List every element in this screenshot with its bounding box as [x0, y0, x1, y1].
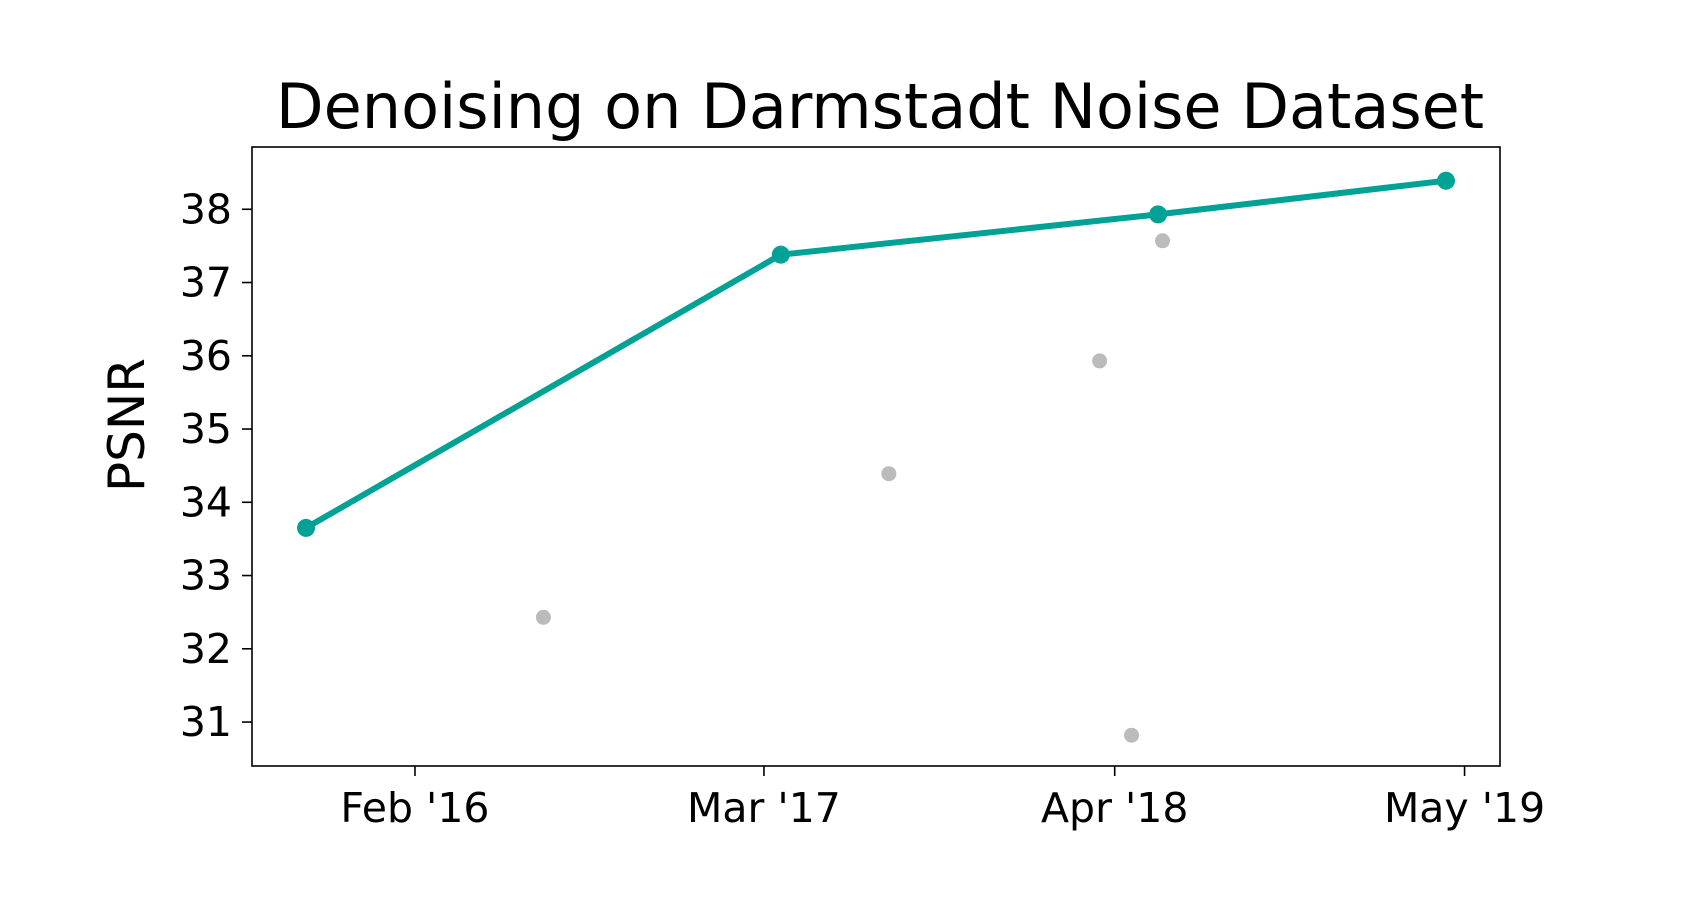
- other-method-point: [1092, 353, 1108, 369]
- x-tick-label: Mar '17: [687, 784, 841, 832]
- y-tick-label: 35: [180, 405, 232, 453]
- sota-point: [1436, 171, 1455, 190]
- other-method-point: [881, 466, 897, 482]
- y-axis: 31 32 33 34 35 36 37 38: [180, 185, 252, 746]
- x-axis: Feb '16 Mar '17 Apr '18 May '19: [340, 766, 1545, 832]
- x-tick-label: Apr '18: [1041, 784, 1188, 832]
- y-axis-label: PSNR: [98, 358, 156, 492]
- other-method-point: [1155, 233, 1171, 249]
- plot-marks: [297, 171, 1455, 743]
- y-tick-label: 38: [180, 185, 232, 233]
- x-tick-label: Feb '16: [340, 784, 489, 832]
- y-tick-label: 37: [180, 259, 232, 307]
- other-method-point: [535, 609, 551, 625]
- y-tick-label: 34: [180, 478, 232, 526]
- y-tick-label: 33: [180, 552, 232, 600]
- x-tick-label: May '19: [1384, 784, 1545, 832]
- y-tick-label: 31: [180, 698, 232, 746]
- chart-title: Denoising on Darmstadt Noise Dataset: [276, 70, 1484, 143]
- other-method-point: [1124, 727, 1140, 743]
- plot-frame: [251, 146, 1501, 767]
- y-tick-label: 32: [180, 625, 232, 673]
- sota-point: [297, 518, 316, 537]
- sota-point: [1149, 205, 1168, 224]
- sota-point: [771, 245, 790, 264]
- series-line: [303, 177, 1449, 531]
- y-tick-label: 36: [180, 332, 232, 380]
